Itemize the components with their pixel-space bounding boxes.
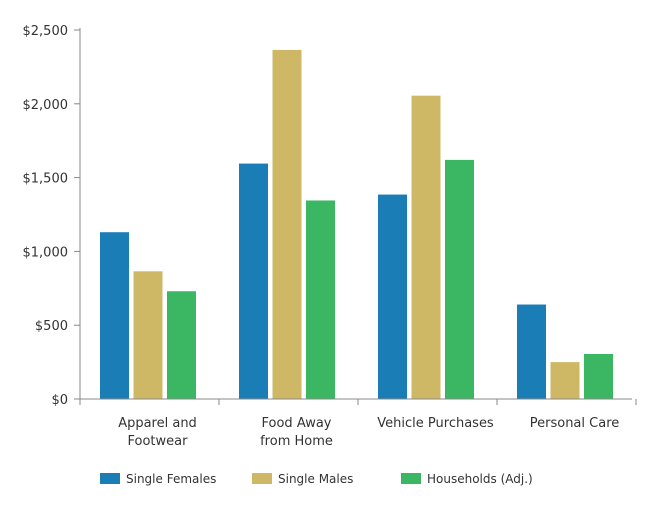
legend-label: Households (Adj.) <box>427 472 533 486</box>
bar-single-males <box>411 95 441 399</box>
bar-single-males <box>272 49 302 400</box>
legend-label: Single Females <box>126 472 216 486</box>
y-tick-label: $500 <box>35 319 68 334</box>
bar-households-adj <box>167 291 196 399</box>
legend-swatch <box>252 473 272 484</box>
category-label: from Home <box>260 434 333 449</box>
legend-swatch <box>401 473 421 484</box>
legend: Single Females Single Males Households (Ad… <box>100 472 533 486</box>
bar-households-adj <box>445 159 474 399</box>
y-tick-label: $2,500 <box>23 24 69 39</box>
y-tick-label: $1,000 <box>23 245 69 260</box>
category-label: Food Away <box>262 416 332 431</box>
category-label: Apparel and <box>118 416 197 431</box>
bar-households-adj <box>306 200 335 399</box>
bar-single-males <box>550 362 580 399</box>
legend-label: Single Males <box>278 472 353 486</box>
y-axis: $0 $500 $1,000 $1,500 $2,000 $2,500 <box>23 24 81 408</box>
bar-single-males <box>133 271 163 399</box>
bar-single-females <box>239 163 268 399</box>
y-tick-label: $0 <box>51 393 68 408</box>
x-axis: Apparel and Footwear Food Away from Home Veh… <box>79 398 637 449</box>
bar-households-adj <box>584 353 613 399</box>
y-tick-label: $2,000 <box>23 98 69 113</box>
bars <box>100 49 613 400</box>
bar-single-females <box>100 232 129 399</box>
category-label: Vehicle Purchases <box>377 416 494 431</box>
category-label: Personal Care <box>530 416 620 431</box>
bar-single-females <box>517 304 546 399</box>
bar-single-females <box>378 194 407 399</box>
category-label: Footwear <box>128 434 189 449</box>
legend-swatch <box>100 473 120 484</box>
y-tick-label: $1,500 <box>23 172 69 187</box>
